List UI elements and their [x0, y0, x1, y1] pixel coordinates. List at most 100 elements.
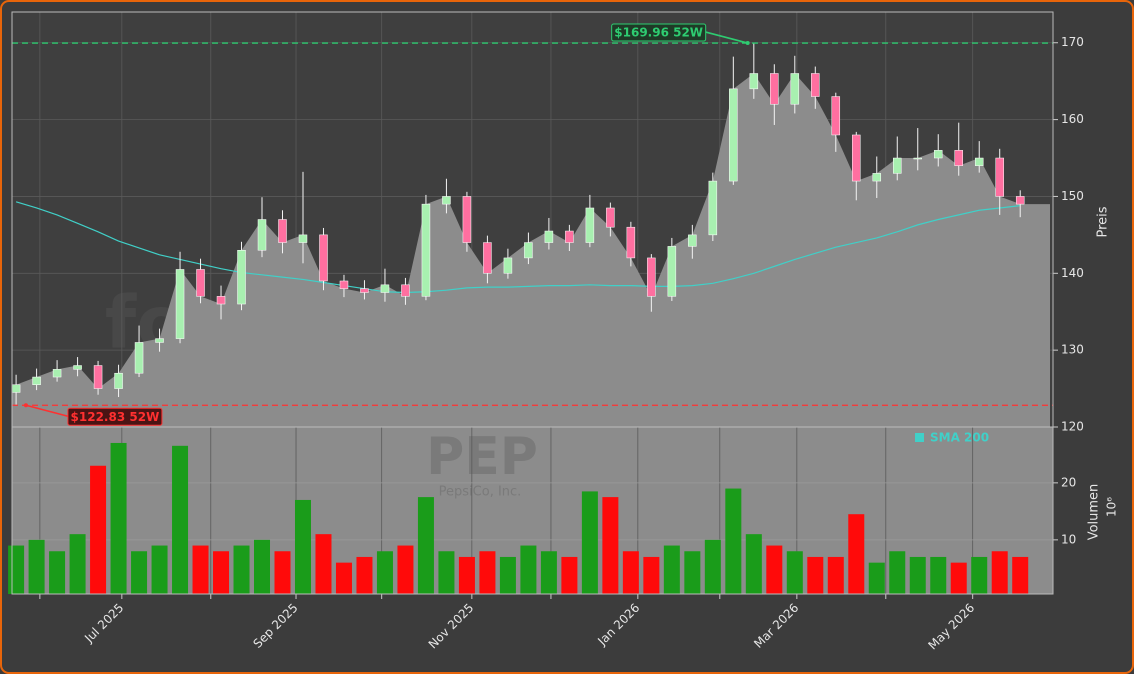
candle-body [811, 73, 820, 97]
volume-bar [438, 551, 455, 594]
annotation-point [745, 41, 750, 46]
annotation-arrow [705, 31, 748, 44]
volume-bar [561, 556, 578, 594]
candle-body [298, 234, 308, 243]
candle-body [32, 376, 41, 385]
candle-body [893, 157, 902, 174]
annotation-box [67, 407, 163, 426]
volume-bar [90, 465, 107, 594]
candle-body [647, 257, 656, 297]
volume-bar [786, 551, 803, 594]
candle-body [954, 150, 963, 166]
volume-bar [213, 551, 230, 594]
candle-body [257, 219, 267, 251]
candle-body [1015, 196, 1025, 205]
candle-body [729, 88, 738, 182]
candle-body [995, 157, 1004, 197]
candle-body [442, 196, 451, 205]
y-tick-label: 160 [1061, 112, 1084, 126]
sma-line [15, 201, 1021, 294]
candle-body [196, 269, 205, 297]
candle-body [770, 73, 779, 105]
volume-bar [8, 545, 25, 594]
volume-bar [376, 551, 393, 594]
candle-body [872, 173, 882, 182]
volume-bar [172, 445, 189, 594]
volume-bar [315, 534, 332, 594]
volume-bar [684, 551, 701, 594]
volume-bar [663, 545, 680, 594]
volume-bar [766, 545, 783, 594]
annotation-arrow [25, 404, 69, 418]
candle-body [421, 203, 431, 297]
volume-bar [704, 539, 721, 594]
candle-body [667, 246, 677, 297]
volume-bar [69, 534, 86, 594]
volume-bar [192, 545, 209, 594]
candle-body [319, 234, 328, 282]
volume-bar [397, 545, 414, 594]
candle-body [852, 134, 861, 182]
candle-body [524, 242, 533, 259]
candle-body [278, 219, 287, 243]
volume-bar [479, 551, 496, 594]
volume-bar [110, 442, 127, 594]
volume-bar [1012, 556, 1029, 594]
candle-body [339, 280, 349, 289]
volume-bar [725, 488, 742, 594]
volume-bar [417, 497, 434, 594]
volume-bar [889, 551, 906, 594]
volume-bar [294, 499, 311, 594]
candle-body [462, 196, 472, 243]
volume-bar [335, 562, 352, 594]
candle-body [544, 230, 554, 243]
y-tick-label: 10 [1061, 532, 1076, 546]
candle-body [93, 365, 103, 389]
volume-bar [643, 556, 660, 594]
volume-bar [745, 534, 762, 594]
volume-bar [909, 556, 926, 594]
annotation-label: $169.96 52W [614, 26, 703, 40]
volume-bar [622, 551, 639, 594]
candle-body [831, 96, 841, 136]
candle-body [175, 269, 185, 339]
volume-bar [807, 556, 824, 594]
volume-bar [49, 551, 66, 594]
volume-bar [930, 556, 947, 594]
y-tick-label: 130 [1061, 343, 1084, 357]
candle-body [688, 234, 697, 247]
candle-body [216, 296, 226, 305]
y-tick-label: 170 [1061, 35, 1084, 49]
candle-body [134, 342, 144, 374]
y-axis-label: Volumen [1087, 484, 1102, 541]
candle-body [114, 372, 123, 389]
annotation-point [23, 403, 28, 408]
y-axis-label: Preis [1096, 206, 1111, 237]
volume-bar [458, 556, 475, 594]
candle-body [380, 284, 390, 293]
y-tick-label: 140 [1061, 266, 1084, 280]
volume-bar [540, 551, 557, 594]
candle-body [401, 284, 410, 297]
candle-body [11, 384, 21, 393]
volume-bar [151, 545, 168, 594]
legend-label: SMA 200 [930, 431, 989, 445]
volume-bar [274, 551, 291, 594]
candle-body [503, 257, 513, 274]
volume-bar [848, 514, 865, 594]
y-tick-label: 150 [1061, 189, 1084, 203]
legend-swatch [915, 433, 924, 442]
candle-body [565, 230, 574, 243]
annotation-label: $122.83 52W [71, 410, 160, 424]
candle-body [585, 207, 595, 243]
volume-bar [602, 497, 619, 594]
candle-body [749, 73, 759, 90]
volume-bar [28, 539, 45, 594]
y-axis-unit: 10⁶ [1105, 497, 1119, 517]
volume-bar [950, 562, 967, 594]
candle-body [483, 242, 492, 274]
volume-bar [971, 556, 988, 594]
volume-bar [131, 551, 148, 594]
